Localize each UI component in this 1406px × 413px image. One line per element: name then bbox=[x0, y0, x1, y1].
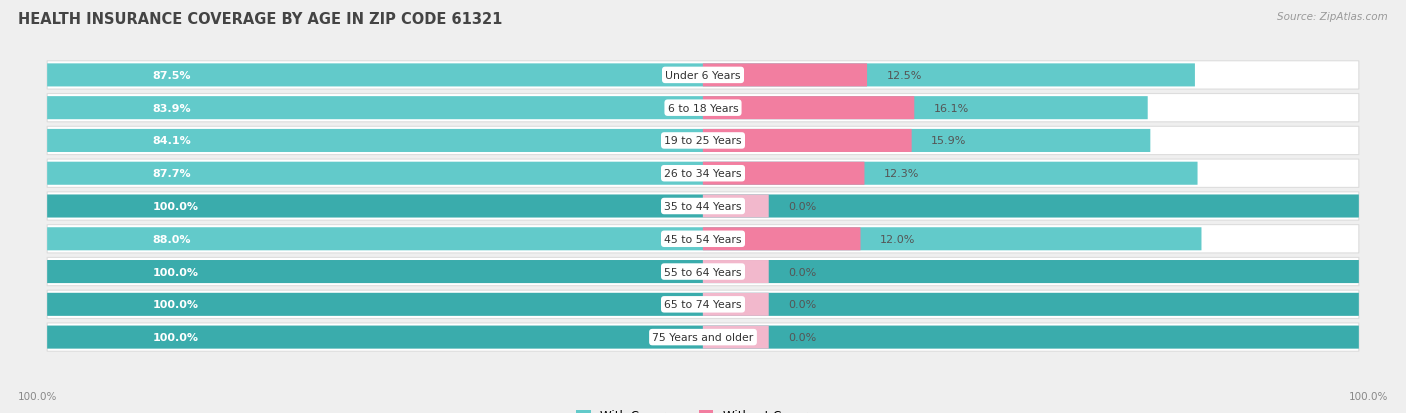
Text: 35 to 44 Years: 35 to 44 Years bbox=[664, 202, 742, 211]
Text: 0.0%: 0.0% bbox=[789, 332, 817, 342]
Text: Under 6 Years: Under 6 Years bbox=[665, 71, 741, 81]
FancyBboxPatch shape bbox=[703, 64, 868, 87]
FancyBboxPatch shape bbox=[48, 225, 1358, 253]
Text: 83.9%: 83.9% bbox=[152, 103, 191, 114]
Text: 100.0%: 100.0% bbox=[1348, 391, 1388, 401]
Text: 100.0%: 100.0% bbox=[18, 391, 58, 401]
FancyBboxPatch shape bbox=[48, 97, 1147, 120]
Text: 75 Years and older: 75 Years and older bbox=[652, 332, 754, 342]
Legend: With Coverage, Without Coverage: With Coverage, Without Coverage bbox=[572, 404, 834, 413]
Text: Source: ZipAtlas.com: Source: ZipAtlas.com bbox=[1277, 12, 1388, 22]
FancyBboxPatch shape bbox=[48, 326, 1358, 349]
Text: 12.5%: 12.5% bbox=[887, 71, 922, 81]
Text: 15.9%: 15.9% bbox=[931, 136, 966, 146]
Text: HEALTH INSURANCE COVERAGE BY AGE IN ZIP CODE 61321: HEALTH INSURANCE COVERAGE BY AGE IN ZIP … bbox=[18, 12, 503, 27]
FancyBboxPatch shape bbox=[703, 228, 860, 251]
Text: 65 to 74 Years: 65 to 74 Years bbox=[664, 299, 742, 310]
Text: 12.0%: 12.0% bbox=[880, 234, 915, 244]
FancyBboxPatch shape bbox=[48, 293, 1358, 316]
FancyBboxPatch shape bbox=[703, 293, 769, 316]
FancyBboxPatch shape bbox=[48, 290, 1358, 319]
FancyBboxPatch shape bbox=[48, 258, 1358, 286]
FancyBboxPatch shape bbox=[48, 62, 1358, 90]
Text: 0.0%: 0.0% bbox=[789, 202, 817, 211]
Text: 45 to 54 Years: 45 to 54 Years bbox=[664, 234, 742, 244]
FancyBboxPatch shape bbox=[48, 195, 1358, 218]
Text: 26 to 34 Years: 26 to 34 Years bbox=[664, 169, 742, 179]
FancyBboxPatch shape bbox=[48, 162, 1198, 185]
FancyBboxPatch shape bbox=[48, 323, 1358, 351]
Text: 87.5%: 87.5% bbox=[152, 71, 191, 81]
FancyBboxPatch shape bbox=[703, 130, 911, 153]
FancyBboxPatch shape bbox=[48, 160, 1358, 188]
Text: 0.0%: 0.0% bbox=[789, 267, 817, 277]
FancyBboxPatch shape bbox=[703, 326, 769, 349]
FancyBboxPatch shape bbox=[48, 228, 1202, 251]
Text: 100.0%: 100.0% bbox=[152, 202, 198, 211]
Text: 16.1%: 16.1% bbox=[934, 103, 969, 114]
FancyBboxPatch shape bbox=[703, 195, 769, 218]
Text: 87.7%: 87.7% bbox=[152, 169, 191, 179]
Text: 100.0%: 100.0% bbox=[152, 267, 198, 277]
FancyBboxPatch shape bbox=[48, 260, 1358, 283]
Text: 19 to 25 Years: 19 to 25 Years bbox=[664, 136, 742, 146]
Text: 12.3%: 12.3% bbox=[884, 169, 920, 179]
FancyBboxPatch shape bbox=[48, 192, 1358, 221]
FancyBboxPatch shape bbox=[48, 94, 1358, 123]
FancyBboxPatch shape bbox=[703, 162, 865, 185]
Text: 100.0%: 100.0% bbox=[152, 299, 198, 310]
Text: 0.0%: 0.0% bbox=[789, 299, 817, 310]
FancyBboxPatch shape bbox=[48, 130, 1150, 153]
Text: 84.1%: 84.1% bbox=[152, 136, 191, 146]
FancyBboxPatch shape bbox=[703, 260, 769, 283]
Text: 55 to 64 Years: 55 to 64 Years bbox=[664, 267, 742, 277]
Text: 100.0%: 100.0% bbox=[152, 332, 198, 342]
Text: 88.0%: 88.0% bbox=[152, 234, 191, 244]
FancyBboxPatch shape bbox=[48, 64, 1195, 87]
FancyBboxPatch shape bbox=[703, 97, 914, 120]
FancyBboxPatch shape bbox=[48, 127, 1358, 155]
Text: 6 to 18 Years: 6 to 18 Years bbox=[668, 103, 738, 114]
